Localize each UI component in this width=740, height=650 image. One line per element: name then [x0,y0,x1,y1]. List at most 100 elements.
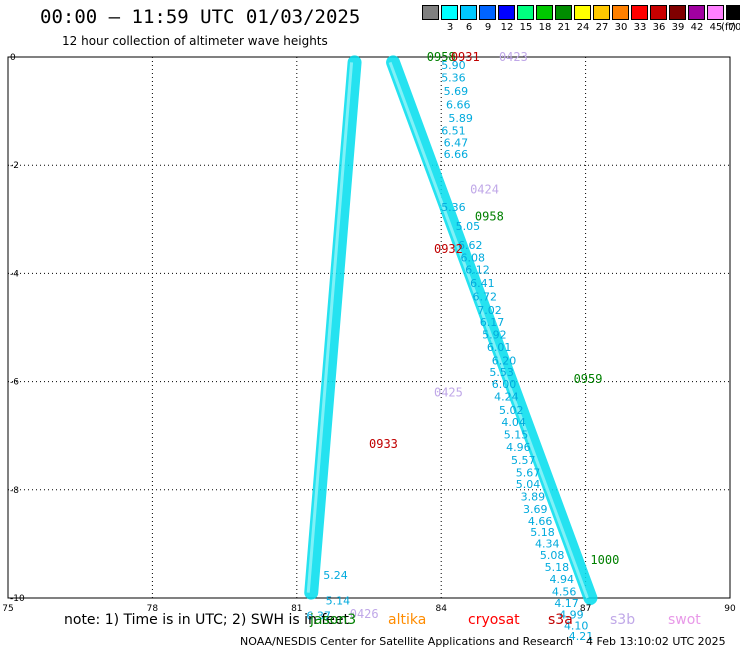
legend-label: 9 [484,22,492,33]
legend-swatch [460,5,477,20]
pass-time-label: 0932 [434,242,463,256]
legend-label: 18 [538,22,552,33]
lon-tick-label: 90 [724,604,736,614]
legend-swatch [555,5,572,20]
lat-tick-label: -8 [10,486,19,496]
lat-tick-label: -6 [10,378,19,388]
legend-label: 70 [728,22,740,33]
wave-reading: 6.47 [444,136,469,149]
legend-swatch [650,5,667,20]
pass-time-label: 0958 [475,210,504,224]
pass-time-label: 0958 [427,50,456,64]
lon-tick-label: 81 [291,604,302,614]
credit-text: NOAA/NESDIS Center for Satellite Applica… [240,635,574,648]
wave-reading: 5.67 [516,466,541,479]
wave-reading: 3.89 [521,491,546,504]
wave-reading: 6.12 [465,263,490,276]
lon-tick-label: 75 [2,604,13,614]
legend-swatch [536,5,553,20]
legend-label: 27 [595,22,609,33]
legend-swatch [688,5,705,20]
wave-reading: 5.18 [530,526,555,539]
wave-reading: 5.08 [540,549,565,562]
pass-time-label: 1000 [590,553,619,567]
pass-time-label: 0424 [470,183,499,197]
pass-time-label: 0933 [369,437,398,451]
east-track-highlight [388,61,589,599]
east-track [386,55,598,605]
wave-reading: 5.69 [444,85,469,98]
wave-reading: 7.02 [477,304,502,317]
legend-unit: (ft) [721,22,737,33]
pass-time-label: 0931 [451,50,480,64]
wave-reading: 4.10 [564,619,589,632]
wave-reading: 4.56 [552,585,577,598]
wave-reading: 5.24 [323,569,348,582]
wave-reading: 5.90 [441,59,466,72]
legend-label: 36 [652,22,666,33]
pass-time-label: 0959 [574,372,603,386]
wave-reading: 5.14 [326,594,351,607]
satellite-legend-item: s3a [548,612,573,628]
legend-swatch [441,5,458,20]
wave-reading: 5.04 [516,478,541,491]
lon-tick-label: 87 [580,604,591,614]
legend-label: 30 [614,22,628,33]
satellite-legend-item: s3b [610,612,636,628]
page-title: 00:00 – 11:59 UTC 01/03/2025 [40,6,361,28]
wave-reading: 6.41 [470,277,495,290]
legend-swatch [422,5,439,20]
wave-reading: 6.51 [441,124,466,137]
legend-label: 24 [576,22,590,33]
lat-tick-label: -4 [10,269,19,279]
wave-reading: 6.08 [460,251,485,264]
wave-reading: 4.94 [550,573,575,586]
wave-reading: 6.62 [458,239,483,252]
wave-reading: 6.66 [446,98,471,111]
legend-label: 33 [633,22,647,33]
legend-swatch [498,5,515,20]
wave-reading: 4.99 [559,609,584,622]
legend-label: 45 [709,22,723,33]
pass-time-label: 0423 [499,50,528,64]
legend-swatch [517,5,534,20]
wave-reading: 4.96 [506,441,531,454]
legend-label: 21 [557,22,571,33]
page-subtitle: 12 hour collection of altimeter wave hei… [62,34,328,48]
legend-swatch [726,5,740,20]
lon-tick-label: 84 [435,604,447,614]
wave-reading: 4.34 [535,538,560,551]
legend-label: 3 [446,22,454,33]
legend-swatch [631,5,648,20]
legend-swatch [479,5,496,20]
wave-reading: 6.66 [444,148,469,161]
wave-reading: 5.36 [441,201,466,214]
wave-reading: 6.20 [492,354,517,367]
wave-reading: 4.21 [569,630,594,643]
wave-reading: 5.02 [499,404,523,417]
wave-reading: 5.15 [504,428,528,441]
legend-swatch [612,5,629,20]
map-frame [7,56,731,599]
lat-tick-label: 0 [10,53,16,63]
wave-reading: 5.89 [448,112,473,125]
wave-reading: 6.72 [472,290,497,303]
wave-reading: 5.18 [545,561,570,574]
wave-reading: 6.01 [487,341,512,354]
timestamp-text: 4 Feb 13:10:02 UTC 2025 [586,635,726,648]
wave-reading: 5.92 [482,328,507,341]
wave-reading: 5.57 [511,454,536,467]
axis-ticks: 75 78 81 84 87 90 0 -2 -4 -6 -8 -10 [2,53,736,614]
wave-reading: 5.36 [441,71,466,84]
satellite-legend-item: jason3 [310,612,357,628]
legend-label: 12 [500,22,514,33]
west-track-highlight [306,62,354,593]
wave-reading: 6.17 [480,316,505,329]
pass-time-label: 0425 [434,385,463,399]
legend-label: 15 [519,22,533,33]
wave-readings: 5.905.365.696.665.896.516.476.665.365.05… [306,59,593,643]
wave-reading: 5.53 [489,366,514,379]
wave-reading: 6.37 [306,610,331,623]
